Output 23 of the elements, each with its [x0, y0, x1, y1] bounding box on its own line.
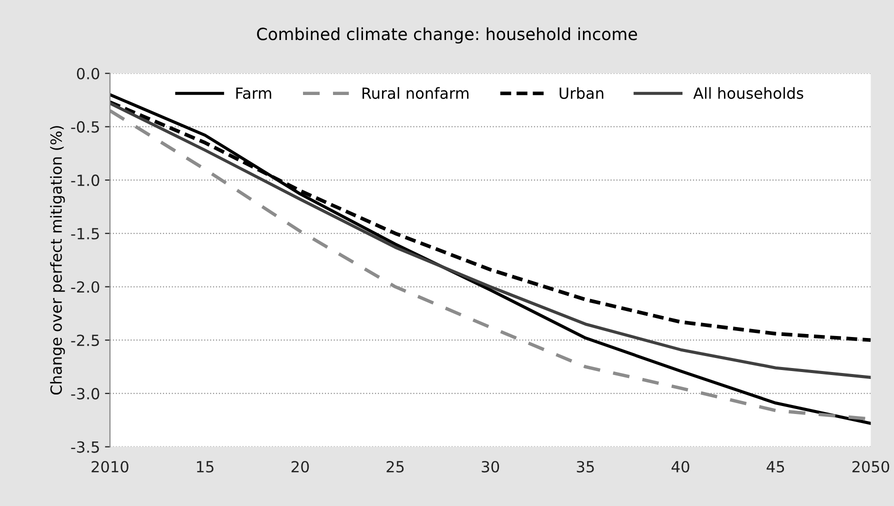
legend-label: All households	[693, 87, 804, 99]
y-tick-label: -1.0	[71, 174, 100, 186]
x-tick-label: 30	[482, 460, 500, 473]
y-tick-label: -3.5	[71, 441, 99, 453]
x-tick-label: 25	[386, 460, 404, 473]
x-tick-label: 40	[672, 460, 690, 473]
chart-title: Combined climate change: household income	[257, 27, 637, 44]
y-tick-label: -3.0	[71, 388, 100, 400]
x-tick-label: 45	[766, 461, 784, 473]
legend-label: Rural nonfarm	[362, 87, 468, 99]
y-tick-label: -2.0	[71, 281, 100, 293]
x-tick-label: 35	[576, 460, 594, 473]
x-tick-label: 2050	[852, 460, 890, 473]
x-tick-label: 20	[292, 460, 309, 473]
legend-label: Urban	[560, 87, 604, 99]
y-tick-label: 0.0	[76, 68, 100, 80]
y-axis-title: Change over perfect mitigation (%)	[50, 126, 65, 395]
y-tick-label: -1.5	[71, 228, 99, 240]
x-tick-label: 15	[197, 461, 214, 473]
x-tick-label: 2010	[92, 460, 128, 473]
y-tick-label: -0.5	[71, 121, 99, 133]
y-tick-label: -2.5	[71, 334, 99, 346]
legend-label: Farm	[236, 88, 272, 99]
